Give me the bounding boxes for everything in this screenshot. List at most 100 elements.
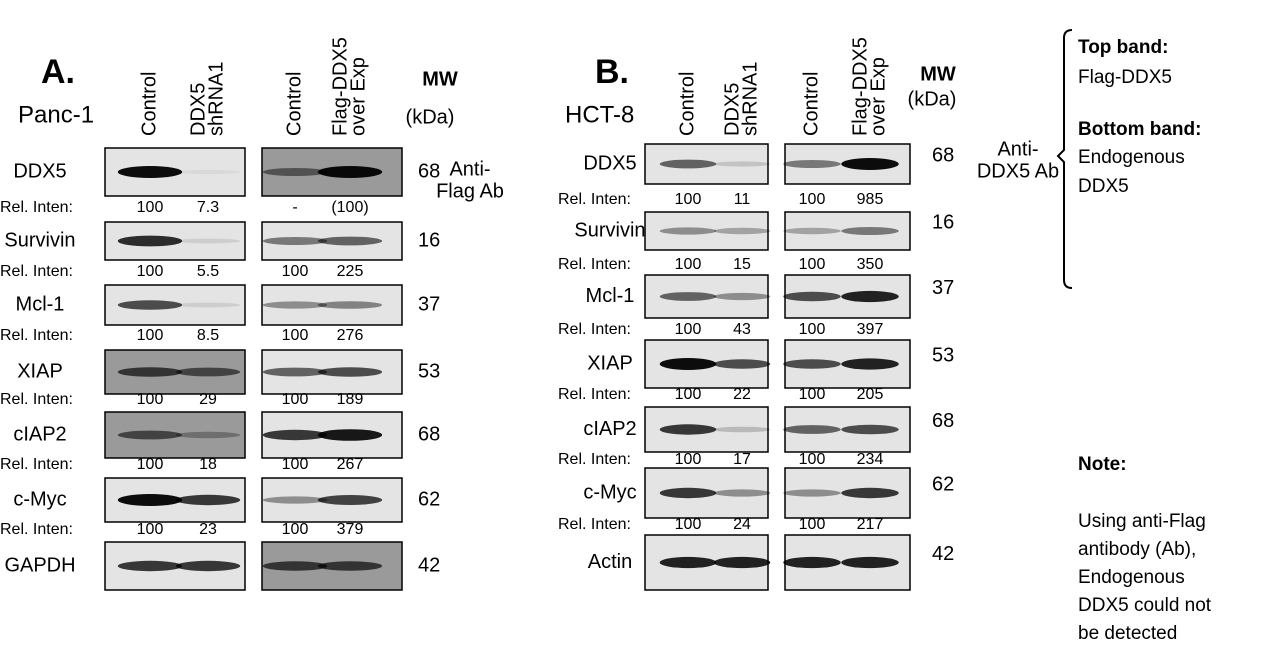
cell-line: HCT-8 <box>565 101 634 128</box>
note-line: be detected <box>1078 623 1177 643</box>
blot <box>262 350 402 394</box>
rel-label: Rel. Inten: <box>558 191 631 208</box>
rel-value: 7.3 <box>197 199 219 216</box>
rel-value: (100) <box>331 199 368 216</box>
mw-value: 68 <box>932 144 954 166</box>
band <box>318 429 382 441</box>
protein-label: c-Myc <box>13 488 66 510</box>
band <box>714 359 771 369</box>
band <box>318 166 382 178</box>
lane-label: shRNA1 <box>205 62 227 136</box>
band <box>660 424 717 434</box>
band <box>783 557 841 568</box>
rel-value: 100 <box>799 321 826 338</box>
legend-text: DDX5 <box>1078 176 1129 197</box>
blot <box>105 222 245 260</box>
lane-label: Control <box>283 72 305 136</box>
note-title: Note: <box>1078 454 1127 475</box>
rel-value: 100 <box>137 263 164 280</box>
rel-label: Rel. Inten: <box>0 391 73 408</box>
lane-label: over Exp <box>347 57 369 136</box>
blot <box>783 275 910 318</box>
blot <box>645 275 770 318</box>
rel-value: 23 <box>199 521 217 538</box>
band <box>841 291 899 302</box>
rel-value: 234 <box>857 451 884 468</box>
mw-value: 37 <box>932 277 954 299</box>
rel-value: 100 <box>799 516 826 533</box>
band <box>118 166 182 178</box>
rel-value: 379 <box>337 521 364 538</box>
rel-value: 22 <box>733 386 751 403</box>
mw-unit: (kDa) <box>908 88 957 110</box>
blot <box>262 285 402 325</box>
mw-value: 37 <box>418 293 440 315</box>
mw-value: 62 <box>418 488 440 510</box>
cell-line: Panc-1 <box>18 101 94 128</box>
band <box>176 561 240 571</box>
rel-value: 100 <box>675 386 702 403</box>
blot <box>105 148 245 196</box>
rel-value: 100 <box>799 191 826 208</box>
band <box>783 359 841 369</box>
rel-value: 350 <box>857 256 884 273</box>
rel-value: 100 <box>282 327 309 344</box>
mw-value: 16 <box>418 229 440 251</box>
blot <box>105 350 245 394</box>
protein-label: cIAP2 <box>583 418 636 440</box>
mw-value: 53 <box>932 344 954 366</box>
rel-value: 100 <box>675 191 702 208</box>
band <box>118 367 182 377</box>
protein-label: c-Myc <box>583 481 636 503</box>
band <box>263 301 327 308</box>
band <box>176 495 240 505</box>
band <box>118 494 182 506</box>
protein-label: Survivin <box>574 219 645 241</box>
blot <box>783 212 910 250</box>
rel-value: 100 <box>282 263 309 280</box>
rel-value: 100 <box>799 386 826 403</box>
note-line: Endogenous <box>1078 567 1185 588</box>
rel-value: 100 <box>675 516 702 533</box>
band <box>318 367 382 377</box>
rel-label: Rel. Inten: <box>0 263 73 280</box>
band <box>841 227 899 235</box>
band <box>118 561 182 571</box>
protein-label: Survivin <box>4 229 75 251</box>
protein-label: Actin <box>588 551 632 573</box>
band <box>660 557 717 568</box>
rel-value: - <box>292 199 297 216</box>
band <box>263 168 327 176</box>
band <box>714 228 771 234</box>
note-line: antibody (Ab), <box>1078 539 1196 560</box>
rel-value: 225 <box>337 263 364 280</box>
blot <box>262 412 402 458</box>
protein-label: XIAP <box>587 352 633 374</box>
rel-value: 189 <box>337 391 364 408</box>
protein-label: DDX5 <box>583 152 636 174</box>
blot <box>105 285 245 325</box>
rel-value: 43 <box>733 321 751 338</box>
rel-value: 17 <box>733 451 751 468</box>
mw-value: 42 <box>932 543 954 565</box>
note-line: Using anti-Flag <box>1078 511 1206 532</box>
band <box>176 303 240 308</box>
band <box>176 170 240 174</box>
legend-title: Top band: <box>1078 37 1168 58</box>
blot <box>645 535 770 590</box>
protein-label: Mcl-1 <box>16 293 65 315</box>
blot <box>645 468 770 518</box>
blot <box>783 468 910 518</box>
band <box>783 489 841 496</box>
antibody-note: Flag Ab <box>436 180 504 202</box>
band <box>263 368 327 377</box>
blot <box>105 478 245 522</box>
lane-label: shRNA1 <box>739 62 761 136</box>
rel-value: 100 <box>137 391 164 408</box>
blot <box>262 478 402 522</box>
blot <box>645 144 770 184</box>
rel-value: 100 <box>137 521 164 538</box>
band <box>714 557 771 568</box>
rel-value: 5.5 <box>197 263 219 280</box>
rel-value: 100 <box>675 256 702 273</box>
